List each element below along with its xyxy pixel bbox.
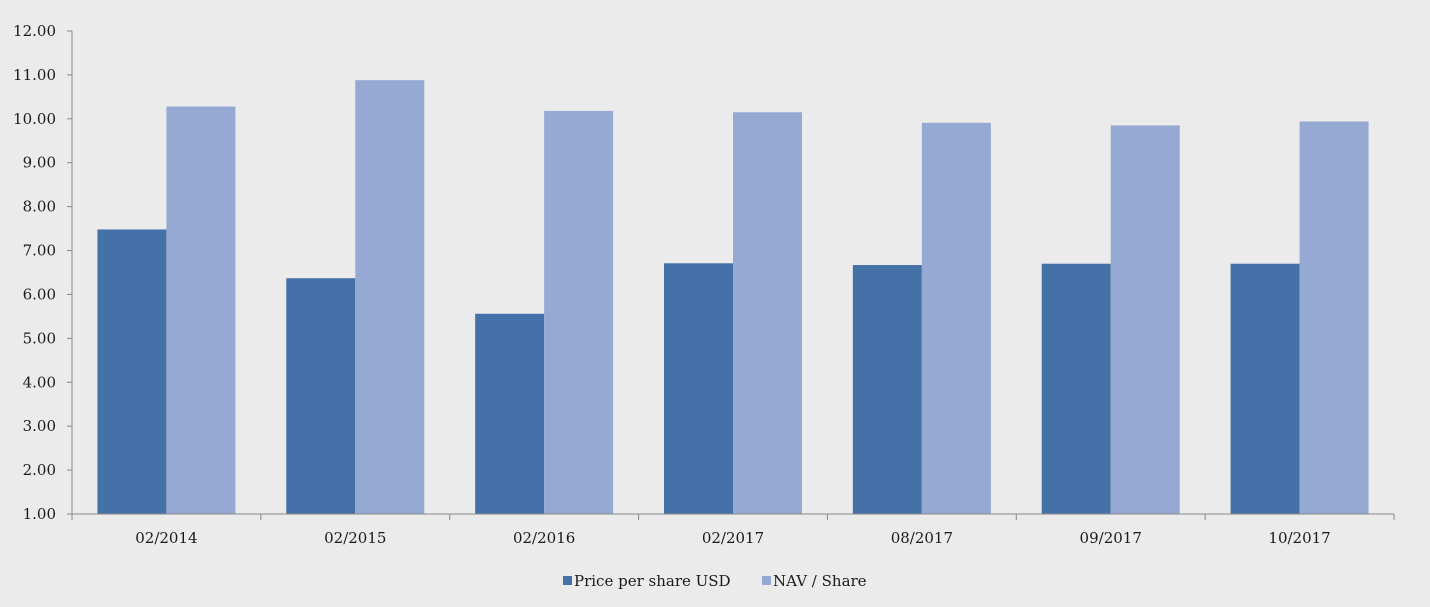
y-tick-label-2: 3.00 (23, 417, 56, 435)
bar-price-3 (664, 263, 733, 514)
bar-nav-4 (921, 122, 991, 515)
y-tick-label-9: 10.00 (13, 110, 56, 128)
y-tick-label-7: 8.00 (23, 198, 56, 216)
y-tick-label-5: 6.00 (23, 285, 56, 303)
x-tick-label-6: 10/2017 (1268, 529, 1330, 547)
bar-nav-0 (166, 106, 236, 515)
x-tick-label-1: 02/2015 (324, 529, 386, 547)
bar-price-2 (475, 313, 545, 514)
x-tick-label-5: 09/2017 (1080, 529, 1142, 547)
x-tick-label-0: 02/2014 (135, 529, 197, 547)
y-tick-label-1: 2.00 (23, 461, 56, 479)
y-tick-label-8: 9.00 (23, 154, 56, 172)
y-tick-label-4: 5.00 (23, 329, 56, 347)
y-tick-label-11: 12.00 (13, 22, 56, 40)
bar-price-5 (1041, 263, 1111, 514)
bar-nav-5 (1110, 125, 1180, 515)
legend-nav-label: NAV / Share (773, 572, 867, 590)
x-tick-label-4: 08/2017 (891, 529, 953, 547)
bar-price-0 (97, 229, 167, 514)
bar-nav-3 (733, 112, 802, 515)
bar-price-6 (1230, 263, 1300, 514)
y-tick-label-10: 11.00 (13, 66, 56, 84)
x-tick-label-2: 02/2016 (513, 529, 575, 547)
x-tick-label-3: 02/2017 (702, 529, 764, 547)
y-tick-label-3: 4.00 (23, 373, 56, 391)
y-tick-label-6: 7.00 (23, 242, 56, 260)
bar-nav-2 (544, 110, 614, 514)
bar-price-4 (852, 265, 922, 514)
legend-price-label: Price per share USD (574, 572, 731, 590)
bar-price-1 (286, 278, 356, 514)
y-tick-label-0: 1.00 (23, 505, 56, 523)
legend-price-swatch (563, 576, 572, 585)
bar-nav-1 (355, 80, 425, 514)
legend-nav-swatch (762, 576, 771, 585)
bar-nav-6 (1299, 121, 1369, 514)
